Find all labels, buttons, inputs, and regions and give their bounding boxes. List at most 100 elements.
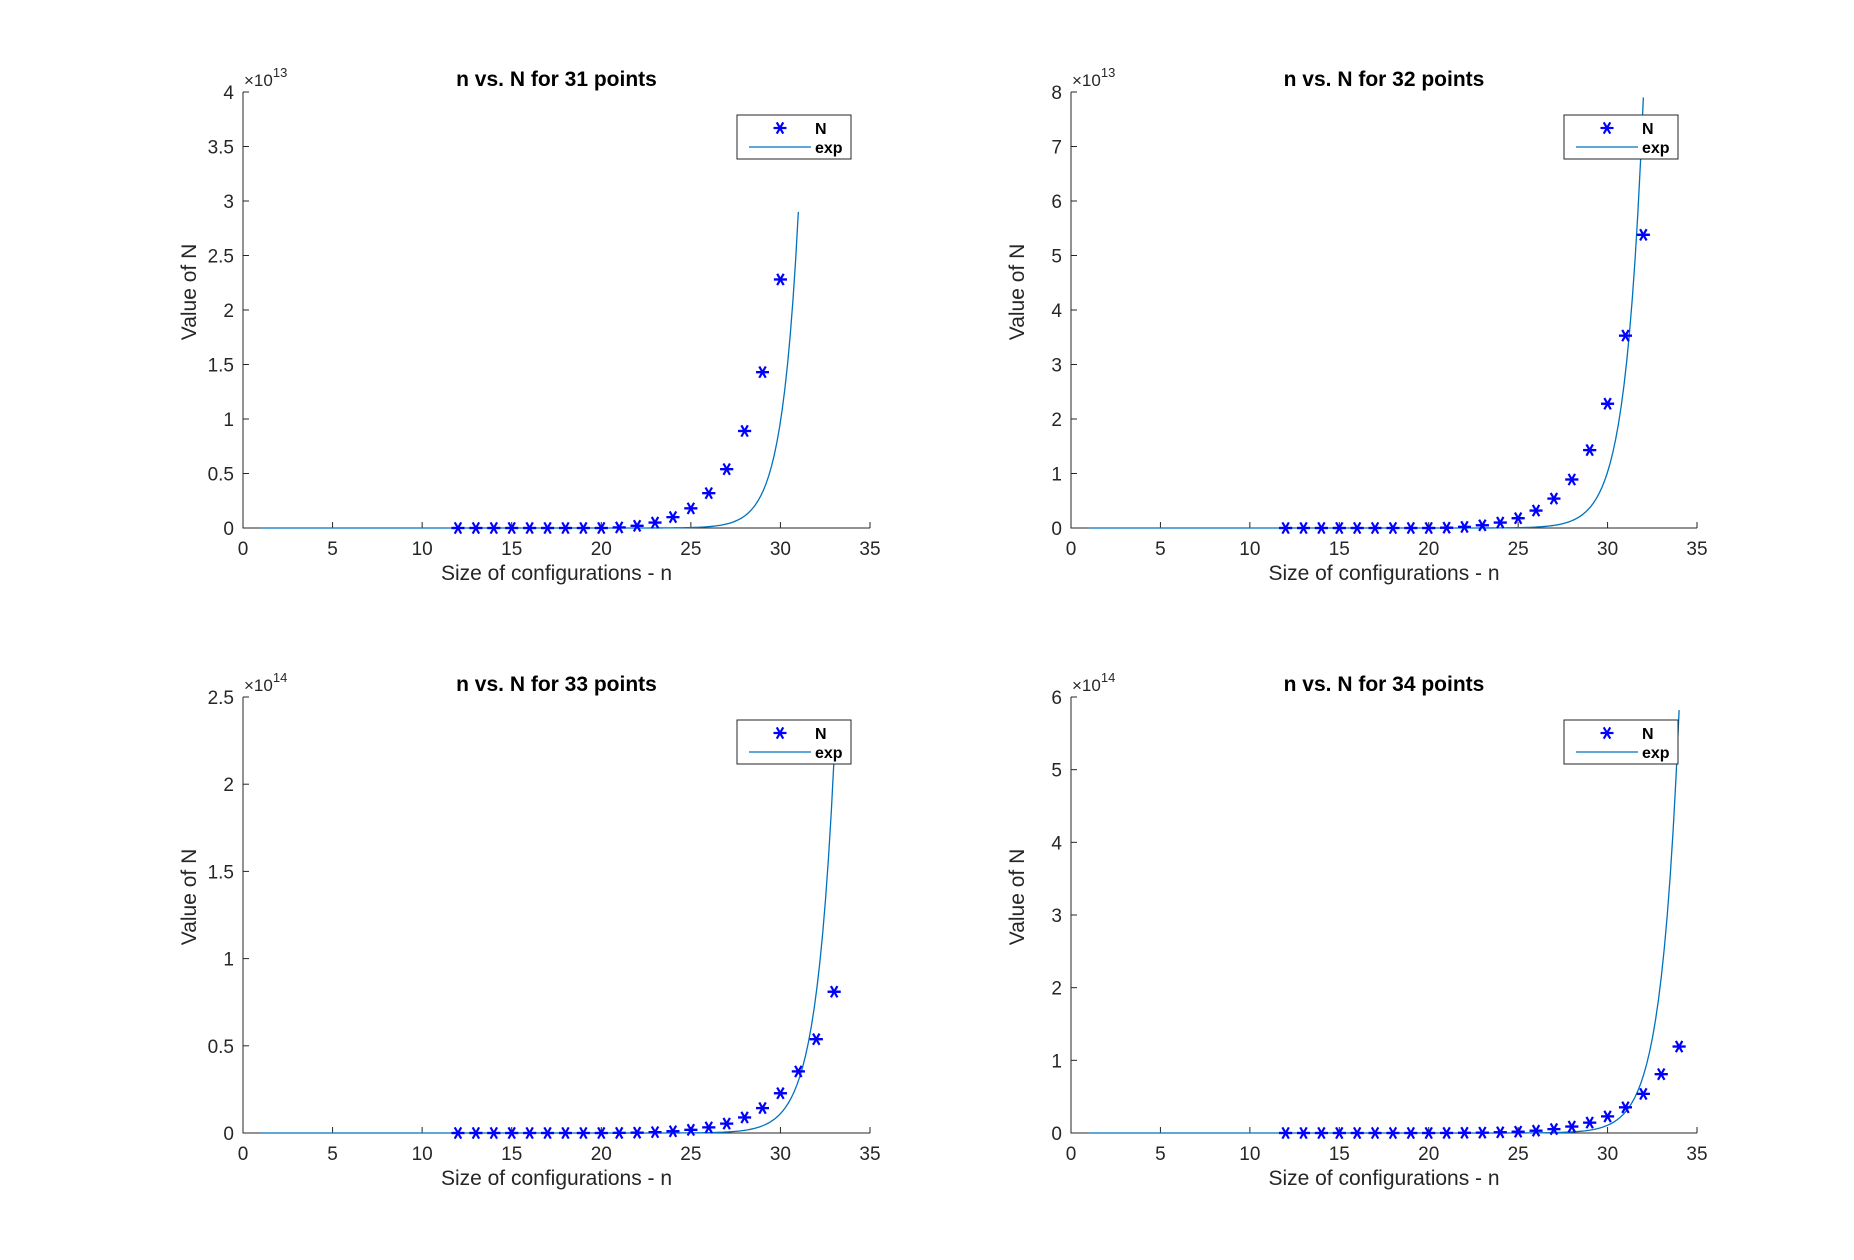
data-point-N bbox=[505, 1126, 519, 1140]
x-tick-label: 5 bbox=[1155, 1144, 1166, 1165]
data-point-N bbox=[1654, 1067, 1668, 1081]
data-point-N bbox=[666, 1125, 680, 1138]
data-point-N bbox=[1511, 1125, 1525, 1138]
data-point-N bbox=[487, 1126, 501, 1140]
y-tick-label: 4 bbox=[1051, 301, 1062, 322]
data-point-N bbox=[594, 1126, 608, 1140]
y-axis-label: Value of N bbox=[178, 244, 201, 341]
y-tick-label: 6 bbox=[1051, 192, 1062, 213]
y-tick-label: 7 bbox=[1051, 138, 1062, 159]
x-tick-label: 30 bbox=[1597, 539, 1618, 560]
y-tick-label: 3 bbox=[1051, 906, 1062, 927]
chart-title: n vs. N for 33 points bbox=[456, 673, 657, 696]
series-line-exp bbox=[1088, 710, 1680, 1134]
data-point-N bbox=[451, 1126, 465, 1140]
x-tick-label: 5 bbox=[1155, 539, 1166, 560]
series-line-exp bbox=[260, 756, 835, 1134]
y-tick-label: 1 bbox=[1051, 465, 1062, 486]
data-point-N bbox=[1279, 1126, 1293, 1140]
x-tick-label: 5 bbox=[327, 539, 338, 560]
data-point-N bbox=[1457, 520, 1471, 534]
data-point-N bbox=[505, 521, 519, 535]
data-point-N bbox=[1314, 1126, 1328, 1140]
legend-marker-N bbox=[1600, 121, 1614, 135]
y-exponent-value: 13 bbox=[1101, 65, 1115, 80]
data-point-N bbox=[541, 1126, 555, 1140]
x-tick-label: 20 bbox=[1418, 539, 1439, 560]
y-tick-label: 0.5 bbox=[208, 465, 234, 486]
x-tick-label: 35 bbox=[1686, 1144, 1707, 1165]
data-point-N bbox=[1404, 1126, 1418, 1140]
chart-title: n vs. N for 34 points bbox=[1284, 673, 1485, 696]
data-point-N bbox=[1350, 1126, 1364, 1140]
data-point-N bbox=[702, 486, 716, 500]
legend-label-exp: exp bbox=[815, 745, 843, 762]
data-point-N bbox=[1386, 1126, 1400, 1140]
x-tick-label: 10 bbox=[412, 1144, 433, 1165]
y-tick-label: 2.5 bbox=[208, 688, 234, 709]
data-point-N bbox=[1297, 521, 1311, 535]
data-point-N bbox=[630, 519, 644, 532]
legend-label-exp: exp bbox=[1642, 745, 1670, 762]
y-tick-label: 2 bbox=[1051, 410, 1062, 431]
legend-label-N: N bbox=[1642, 726, 1654, 743]
data-point-N bbox=[648, 516, 662, 529]
legend-marker-N bbox=[1600, 726, 1614, 740]
data-point-N bbox=[1493, 1126, 1507, 1139]
x-tick-label: 0 bbox=[238, 539, 249, 560]
data-point-N bbox=[558, 521, 572, 535]
x-tick-label: 15 bbox=[501, 539, 522, 560]
y-tick-label: 1.5 bbox=[208, 862, 234, 883]
y-exponent-value: 14 bbox=[273, 670, 287, 685]
chart-title: n vs. N for 32 points bbox=[1284, 68, 1485, 91]
x-axis-label: Size of configurations - n bbox=[441, 1167, 672, 1190]
data-point-N bbox=[756, 1101, 770, 1115]
data-point-N bbox=[1529, 1124, 1543, 1137]
y-tick-label: 0 bbox=[1051, 1124, 1062, 1145]
data-point-N bbox=[1368, 1126, 1382, 1140]
x-tick-label: 0 bbox=[1066, 1144, 1077, 1165]
x-tick-label: 35 bbox=[1686, 539, 1707, 560]
data-point-N bbox=[576, 1126, 590, 1140]
data-point-N bbox=[594, 521, 608, 535]
legend-marker-N bbox=[773, 121, 787, 135]
data-point-N bbox=[1601, 1110, 1615, 1123]
x-tick-label: 20 bbox=[1418, 1144, 1439, 1165]
y-tick-label: 3 bbox=[1051, 356, 1062, 377]
x-tick-label: 5 bbox=[327, 1144, 338, 1165]
data-point-N bbox=[1368, 521, 1382, 535]
data-point-N bbox=[1314, 521, 1328, 535]
data-point-N bbox=[487, 521, 501, 535]
y-axis-label: Value of N bbox=[1006, 244, 1029, 341]
data-point-N bbox=[1332, 1126, 1346, 1140]
y-exponent-value: 13 bbox=[273, 65, 287, 80]
data-point-N bbox=[1475, 519, 1489, 532]
data-point-N bbox=[576, 521, 590, 535]
data-point-N bbox=[809, 1032, 823, 1046]
data-point-N bbox=[469, 521, 483, 535]
y-exponent-label: ×1013 bbox=[244, 65, 287, 90]
data-point-N bbox=[738, 424, 752, 438]
data-point-N bbox=[666, 510, 680, 524]
x-tick-label: 30 bbox=[1597, 1144, 1618, 1165]
data-point-N bbox=[1565, 1120, 1579, 1133]
data-point-N bbox=[827, 985, 841, 998]
data-point-N bbox=[1297, 1126, 1311, 1140]
y-tick-label: 4 bbox=[223, 83, 234, 104]
data-point-N bbox=[1332, 521, 1346, 535]
data-point-N bbox=[451, 521, 465, 535]
data-point-N bbox=[756, 365, 770, 379]
data-point-N bbox=[523, 1126, 537, 1140]
y-exponent-label: ×1014 bbox=[244, 670, 287, 695]
legend-label-N: N bbox=[1642, 121, 1654, 138]
data-point-N bbox=[630, 1126, 644, 1139]
data-point-N bbox=[1583, 443, 1597, 457]
x-tick-label: 10 bbox=[412, 539, 433, 560]
y-tick-label: 6 bbox=[1051, 688, 1062, 709]
y-exponent-label: ×1013 bbox=[1072, 65, 1115, 90]
data-point-N bbox=[1583, 1116, 1597, 1129]
data-point-N bbox=[684, 502, 698, 515]
x-tick-label: 10 bbox=[1239, 1144, 1260, 1165]
